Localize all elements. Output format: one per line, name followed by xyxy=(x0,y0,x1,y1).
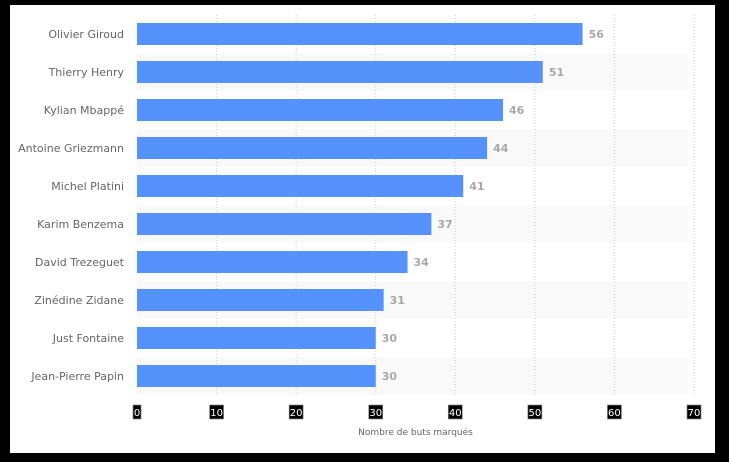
data-label: 44 xyxy=(493,142,509,155)
bar xyxy=(137,99,504,121)
bar xyxy=(137,213,432,235)
category-label: Zinédine Zidane xyxy=(34,294,124,307)
x-tick-label: 30 xyxy=(369,408,382,419)
bar xyxy=(137,175,464,197)
x-tick-label: 70 xyxy=(688,408,701,419)
tick-label-box xyxy=(288,404,304,420)
data-label: 37 xyxy=(437,218,452,231)
bar xyxy=(137,137,488,159)
category-label: Thierry Henry xyxy=(48,66,125,79)
x-tick-label: 60 xyxy=(608,408,621,419)
tick-label-box xyxy=(447,404,463,420)
x-tick-label: 50 xyxy=(528,408,541,419)
data-label: 46 xyxy=(509,104,525,117)
category-label: Jean-Pierre Papin xyxy=(30,370,124,383)
x-axis-title: Nombre de buts marqués xyxy=(358,427,473,438)
tick-label-box xyxy=(209,404,224,420)
bar xyxy=(137,251,408,273)
x-tick-label: 40 xyxy=(449,408,462,419)
category-label: Antoine Griezmann xyxy=(18,142,124,155)
x-tick-label: 20 xyxy=(290,408,303,419)
category-label: Michel Platini xyxy=(51,180,124,193)
data-label: 56 xyxy=(589,28,605,41)
x-tick-label: 0 xyxy=(134,408,140,419)
tick-label-box xyxy=(132,404,142,420)
bar xyxy=(137,327,376,349)
data-label: 31 xyxy=(390,294,405,307)
data-label: 34 xyxy=(414,256,430,269)
category-label: Just Fontaine xyxy=(52,332,124,345)
data-label: 30 xyxy=(382,370,398,383)
tick-label-box xyxy=(527,404,543,420)
x-tick-label: 10 xyxy=(210,408,223,419)
data-label: 51 xyxy=(549,66,564,79)
category-label: David Trezeguet xyxy=(35,256,125,269)
tick-label-box xyxy=(607,404,622,420)
tick-label-box xyxy=(686,404,702,420)
bar xyxy=(137,23,583,45)
data-label: 41 xyxy=(469,180,484,193)
bar xyxy=(137,365,376,387)
tick-label-box xyxy=(368,404,384,420)
bar xyxy=(137,289,384,311)
data-label: 30 xyxy=(382,332,398,345)
category-label: Kylian Mbappé xyxy=(44,104,124,117)
category-label: Olivier Giroud xyxy=(48,28,124,41)
category-label: Karim Benzema xyxy=(37,218,124,231)
bar xyxy=(137,61,543,83)
